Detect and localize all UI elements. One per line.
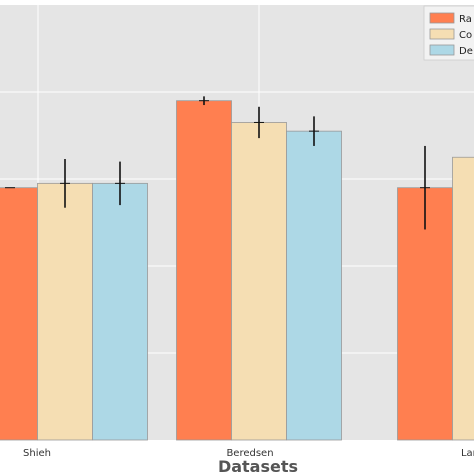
- x-axis-title: Datasets: [218, 457, 298, 474]
- bar: [397, 187, 453, 441]
- legend-label: De: [459, 46, 473, 57]
- legend: Ra Co De: [423, 5, 474, 61]
- bar: [37, 182, 93, 441]
- x-tick-label: Beredsen: [226, 448, 273, 459]
- bar: [0, 187, 38, 441]
- legend-swatch: [429, 44, 455, 56]
- x-tick-labels: Shieh Beredsen Lan: [23, 448, 474, 459]
- legend-swatch: [429, 12, 455, 24]
- bar: [452, 156, 474, 441]
- bar: [231, 122, 287, 441]
- legend-label: Ra: [459, 14, 472, 25]
- legend-label: Co: [459, 30, 472, 41]
- x-tick-label: Shieh: [23, 448, 51, 459]
- bar: [92, 182, 148, 441]
- error-bars: [5, 96, 430, 230]
- bar: [176, 100, 232, 441]
- bar: [286, 130, 342, 441]
- bars: [0, 100, 474, 441]
- x-tick-label: Lan: [461, 448, 474, 459]
- legend-swatch: [429, 28, 455, 40]
